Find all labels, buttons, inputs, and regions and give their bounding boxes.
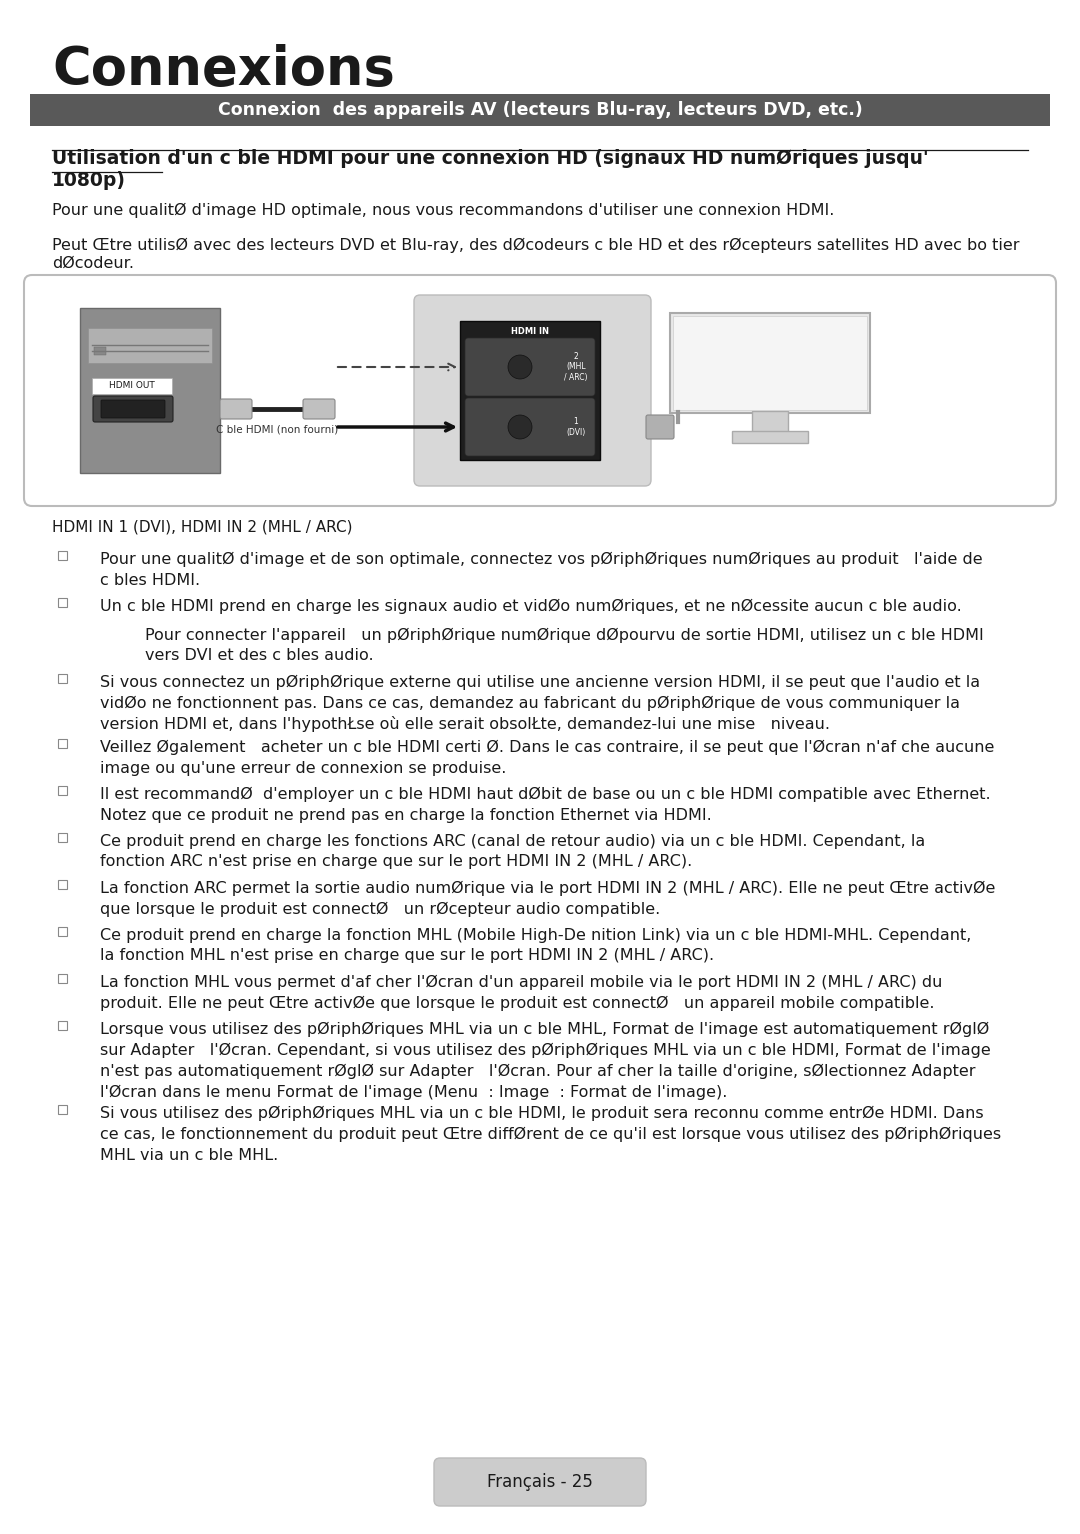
Text: Connexions: Connexions — [52, 44, 395, 97]
Text: Ce produit prend en charge les fonctions ARC (canal de retour audio) via un c bl: Ce produit prend en charge les fonctions… — [100, 834, 926, 870]
Text: La fonction MHL vous permet d'af cher l'Øcran d'un appareil mobile via le port H: La fonction MHL vous permet d'af cher l'… — [100, 976, 943, 1011]
Bar — [58, 974, 67, 983]
Text: Français - 25: Français - 25 — [487, 1473, 593, 1491]
Text: dØcodeur.: dØcodeur. — [52, 256, 134, 272]
Text: 1080p): 1080p) — [52, 170, 126, 190]
FancyBboxPatch shape — [434, 1457, 646, 1506]
FancyBboxPatch shape — [465, 397, 595, 456]
Text: C ble HDMI (non fourni): C ble HDMI (non fourni) — [216, 425, 339, 436]
Text: HDMI IN 1 (DVI), HDMI IN 2 (MHL / ARC): HDMI IN 1 (DVI), HDMI IN 2 (MHL / ARC) — [52, 520, 352, 535]
FancyBboxPatch shape — [646, 416, 674, 439]
FancyBboxPatch shape — [414, 295, 651, 486]
Text: Si vous utilisez des pØriphØriques MHL via un c ble HDMI, le produit sera reconn: Si vous utilisez des pØriphØriques MHL v… — [100, 1106, 1001, 1163]
Circle shape — [508, 416, 532, 439]
Bar — [80, 308, 220, 472]
Text: HDMI OUT: HDMI OUT — [109, 382, 154, 391]
Bar — [58, 1104, 67, 1114]
Text: Utilisation d'un c ble HDMI pour une connexion HD (signaux HD numØriques jusqu': Utilisation d'un c ble HDMI pour une con… — [52, 149, 929, 169]
Text: 1
(DVI): 1 (DVI) — [566, 417, 585, 437]
Bar — [58, 551, 67, 560]
Bar — [58, 881, 67, 890]
Bar — [58, 927, 67, 936]
Bar — [94, 347, 106, 354]
FancyBboxPatch shape — [102, 400, 165, 417]
Bar — [92, 377, 172, 394]
Text: Veillez Øgalement   acheter un c ble HDMI certi Ø. Dans le cas contraire, il se : Veillez Øgalement acheter un c ble HDMI … — [100, 739, 995, 776]
Bar — [30, 94, 1050, 126]
FancyBboxPatch shape — [465, 337, 595, 396]
Bar — [670, 313, 870, 413]
Bar — [58, 785, 67, 795]
Bar — [58, 598, 67, 607]
Text: Il est recommandØ  d'employer un c ble HDMI haut dØbit de base ou un c ble HDMI : Il est recommandØ d'employer un c ble HD… — [100, 787, 990, 822]
Text: Pour connecter l'appareil   un pØriphØrique numØrique dØpourvu de sortie HDMI, u: Pour connecter l'appareil un pØriphØriqu… — [145, 627, 984, 663]
Text: Peut Œtre utilisØ avec des lecteurs DVD et Blu-ray, des dØcodeurs c ble HD et de: Peut Œtre utilisØ avec des lecteurs DVD … — [52, 238, 1020, 253]
Text: Ce produit prend en charge la fonction MHL (Mobile High-De nition Link) via un c: Ce produit prend en charge la fonction M… — [100, 928, 971, 963]
Text: Pour une qualitØ d'image HD optimale, nous vous recommandons d'utiliser une conn: Pour une qualitØ d'image HD optimale, no… — [52, 202, 835, 218]
Text: Connexion  des appareils AV (lecteurs Blu-ray, lecteurs DVD, etc.): Connexion des appareils AV (lecteurs Blu… — [218, 101, 862, 120]
Bar — [58, 1022, 67, 1029]
Text: HDMI IN: HDMI IN — [511, 327, 549, 336]
FancyBboxPatch shape — [303, 399, 335, 419]
Circle shape — [508, 354, 532, 379]
Text: Lorsque vous utilisez des pØriphØriques MHL via un c ble MHL, Format de l'image : Lorsque vous utilisez des pØriphØriques … — [100, 1022, 990, 1100]
FancyBboxPatch shape — [24, 275, 1056, 506]
Bar — [58, 673, 67, 683]
Bar — [87, 328, 212, 364]
FancyBboxPatch shape — [220, 399, 252, 419]
Bar — [58, 833, 67, 842]
Bar — [58, 739, 67, 749]
Bar — [732, 431, 808, 443]
Bar — [752, 411, 788, 436]
FancyBboxPatch shape — [93, 396, 173, 422]
Text: 2
(MHL
/ ARC): 2 (MHL / ARC) — [564, 353, 588, 382]
Bar — [673, 316, 867, 410]
Text: Un c ble HDMI prend en charge les signaux audio et vidØo numØriques, et ne nØces: Un c ble HDMI prend en charge les signau… — [100, 598, 962, 614]
Text: La fonction ARC permet la sortie audio numØrique via le port HDMI IN 2 (MHL / AR: La fonction ARC permet la sortie audio n… — [100, 881, 996, 917]
Bar — [460, 321, 600, 460]
Text: Si vous connectez un pØriphØrique externe qui utilise une ancienne version HDMI,: Si vous connectez un pØriphØrique extern… — [100, 675, 981, 732]
Text: Pour une qualitØ d'image et de son optimale, connectez vos pØriphØriques numØriq: Pour une qualitØ d'image et de son optim… — [100, 552, 983, 588]
